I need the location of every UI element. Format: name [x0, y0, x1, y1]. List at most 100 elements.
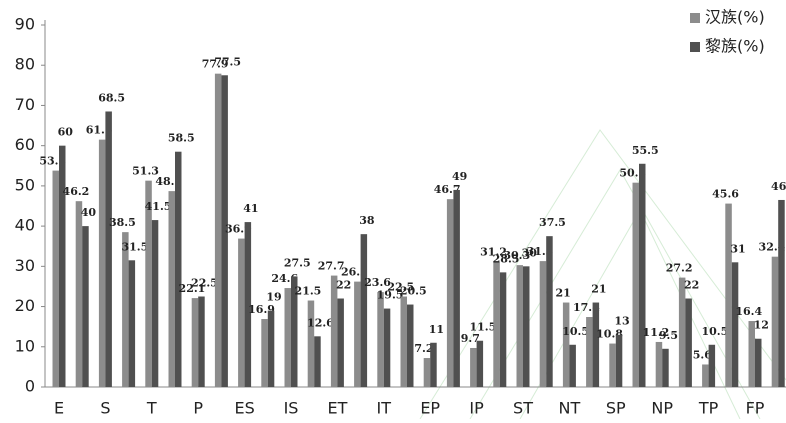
x-tick-label: ET: [327, 399, 347, 418]
value-label: 12.6: [307, 316, 334, 329]
value-label: 11.2: [643, 326, 670, 339]
bar: [702, 364, 709, 387]
value-label: 45.6: [712, 188, 739, 201]
value-label: 9.5: [659, 329, 678, 342]
value-label: 27.5: [284, 256, 311, 269]
x-tick-label: ES: [234, 399, 254, 418]
bar: [731, 262, 739, 387]
bar: [407, 304, 414, 387]
value-label: 37.5: [539, 216, 566, 229]
bar: [708, 344, 716, 387]
bar: [82, 226, 89, 387]
bar: [632, 182, 639, 387]
bar: [516, 265, 523, 387]
x-tick-label: TP: [698, 399, 719, 418]
value-label: 21: [555, 287, 570, 300]
x-tick-label: IT: [377, 399, 392, 418]
y-tick-label: 90: [15, 15, 35, 34]
bar: [244, 222, 252, 387]
value-label: 31.5: [121, 240, 148, 253]
bar: [284, 288, 291, 387]
bar: [446, 199, 454, 387]
y-tick-label: 70: [15, 95, 35, 114]
value-label: 49: [452, 170, 467, 183]
x-tick-label: FP: [746, 399, 765, 418]
bar: [470, 347, 477, 387]
bar: [75, 201, 83, 387]
x-tick-label: NP: [651, 399, 673, 418]
bar: [685, 298, 692, 387]
bar: [261, 319, 268, 387]
bar: [562, 302, 570, 387]
x-tick-label: ST: [513, 399, 533, 418]
bar: [307, 300, 315, 387]
x-tick-label: T: [146, 399, 157, 418]
bar: [771, 256, 779, 387]
value-label: 11.5: [469, 321, 496, 334]
bar: [586, 317, 593, 387]
bar: [748, 321, 755, 387]
bar: [151, 220, 159, 387]
value-label: 13: [614, 315, 629, 328]
bar: [523, 266, 530, 387]
bar: [198, 296, 205, 387]
value-label: 40: [81, 206, 97, 219]
value-label: 41: [243, 202, 258, 215]
bar: [493, 261, 500, 387]
y-tick-label: 40: [15, 216, 35, 235]
value-label: 58.5: [168, 132, 195, 145]
value-label: 19: [266, 291, 281, 304]
value-label: 28.5: [493, 252, 520, 265]
value-label: 77.9: [202, 58, 229, 71]
x-tick-label: NT: [559, 399, 581, 418]
value-label: 38.5: [109, 216, 136, 229]
bar: [175, 151, 182, 387]
bar: [360, 234, 368, 387]
bar: [52, 170, 59, 387]
value-label: 46.2: [63, 185, 90, 198]
value-label: 5.6: [693, 348, 712, 361]
x-tick-label: EP: [420, 399, 440, 418]
value-label: 77.5: [214, 55, 241, 68]
bar: [191, 298, 199, 387]
bar: [98, 139, 106, 387]
value-label: 27.7: [318, 260, 345, 273]
value-label: 60: [58, 126, 74, 139]
y-tick-label: 60: [15, 135, 35, 154]
value-label: 38: [359, 214, 375, 227]
bar: [238, 238, 245, 387]
value-label: 20.5: [400, 285, 427, 298]
y-tick-label: 80: [15, 55, 35, 74]
value-label: 30.3: [503, 249, 530, 262]
value-label: 55.5: [632, 144, 659, 157]
y-tick-label: 20: [15, 296, 35, 315]
value-label: 7.2: [414, 342, 433, 355]
bar: [105, 111, 112, 387]
bar: [539, 261, 547, 387]
value-label: 16.4: [735, 305, 762, 318]
value-label: 9.7: [461, 332, 480, 345]
value-label: 30: [522, 246, 538, 259]
legend-swatch: [690, 13, 700, 23]
value-label: 10.5: [562, 325, 589, 338]
bar: [778, 199, 785, 387]
bar: [354, 281, 361, 387]
bar: [430, 342, 437, 387]
legend-label: 黎族(%): [705, 37, 765, 56]
bar: [400, 296, 407, 387]
bar: [377, 292, 384, 387]
bar: [755, 338, 762, 387]
bar: [655, 341, 663, 387]
bar: [678, 277, 686, 387]
value-label: 21.5: [295, 285, 322, 298]
x-tick-label: SP: [606, 399, 626, 418]
value-label: 12: [754, 319, 769, 332]
x-tick-label: IS: [284, 399, 299, 418]
legend-label: 汉族(%): [705, 8, 765, 27]
bar: [145, 180, 152, 387]
value-label: 68.5: [98, 91, 125, 104]
x-tick-label: S: [100, 399, 110, 418]
bar: [662, 348, 669, 387]
bar: [291, 276, 298, 387]
